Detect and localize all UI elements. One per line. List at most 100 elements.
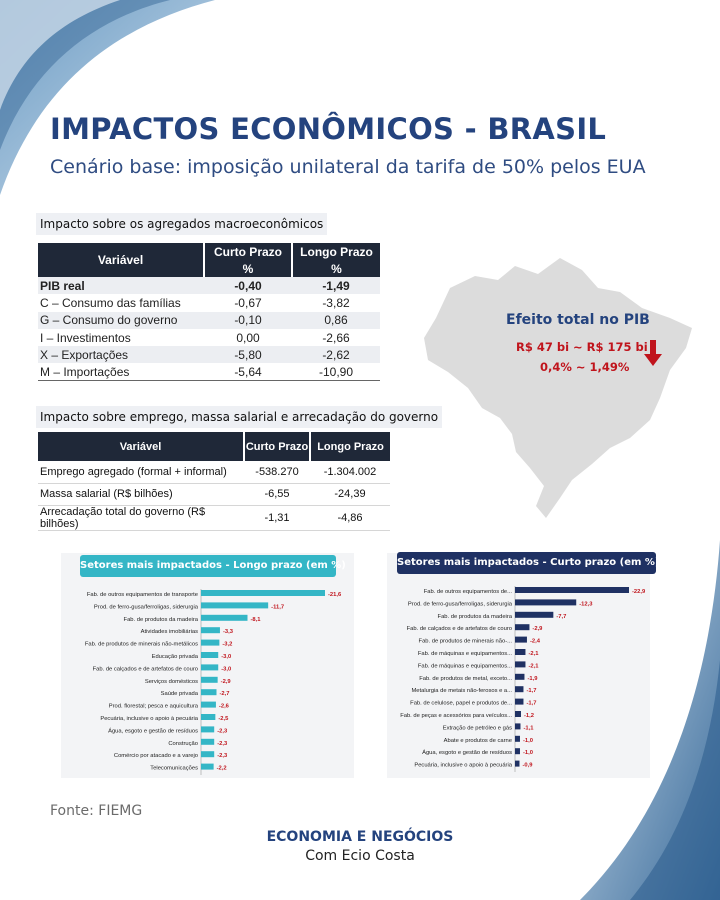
category-label: Fab. de outros equipamentos de transport… bbox=[87, 592, 198, 598]
category-label: Pecuária, inclusive o apoio à pecuária bbox=[100, 716, 198, 722]
category-label: Extração de petróleo e gás bbox=[443, 725, 512, 731]
bar bbox=[515, 599, 577, 606]
bar bbox=[201, 602, 269, 609]
long-term-chart-title: Setores mais impactados - Longo prazo (e… bbox=[80, 555, 346, 577]
bar bbox=[515, 735, 520, 742]
bar bbox=[515, 711, 521, 717]
value-label: -2,1 bbox=[528, 663, 539, 669]
bar bbox=[515, 624, 530, 631]
table-row: Arrecadação total do governo (R$ bilhões… bbox=[38, 505, 390, 531]
down-arrow-icon bbox=[644, 340, 662, 366]
category-label: Fab. de produtos de minerais não-... bbox=[419, 639, 513, 645]
bar bbox=[201, 714, 216, 720]
category-label: Fab. de produtos da madeira bbox=[438, 614, 513, 620]
row-short: -5,64 bbox=[204, 363, 292, 382]
brand-name: ECONOMIA E NEGÓCIOS bbox=[266, 829, 454, 845]
table-row: PIB real -0,40 -1,49 bbox=[38, 277, 380, 295]
value-label: -1,2 bbox=[524, 713, 534, 719]
long-term-chart: Fab. de outros equipamentos de transport… bbox=[85, 589, 342, 775]
short-term-chart-title: Setores mais impactados - Curto prazo (e… bbox=[397, 552, 660, 574]
bar bbox=[515, 686, 524, 693]
row-short: -538.270 bbox=[244, 461, 310, 484]
row-label: C – Consumo das famílias bbox=[40, 295, 181, 310]
bar bbox=[201, 676, 218, 683]
value-label: -1,7 bbox=[526, 688, 536, 694]
bar bbox=[201, 627, 220, 634]
category-label: Comércio por atacado e a varejo bbox=[114, 753, 198, 759]
value-label: -7,7 bbox=[556, 614, 566, 620]
table-row: G – Consumo do governo -0,10 0,86 bbox=[38, 311, 380, 329]
category-label: Fab. de produtos de minerais não-metálic… bbox=[85, 642, 198, 648]
bar bbox=[201, 590, 325, 596]
table-row: Emprego agregado (formal + informal) -53… bbox=[38, 461, 390, 484]
value-label: -2,3 bbox=[217, 753, 228, 759]
row-long: -4,86 bbox=[310, 505, 390, 531]
row-label: Arrecadação total do governo (R$ bilhões… bbox=[38, 505, 244, 531]
bar bbox=[201, 614, 248, 621]
brand-author: Com Ecio Costa bbox=[305, 848, 415, 864]
value-label: -21,6 bbox=[328, 592, 342, 598]
bar bbox=[515, 649, 526, 655]
value-label: -1,1 bbox=[523, 725, 534, 731]
value-label: -11,7 bbox=[271, 604, 284, 610]
employment-col-variable: Variável bbox=[38, 432, 245, 461]
category-label: Fab. de calçados e de artefatos de couro bbox=[93, 666, 198, 672]
category-label: Serviços domésticos bbox=[145, 679, 198, 685]
brazil-map bbox=[420, 248, 700, 533]
value-label: -1,0 bbox=[523, 750, 533, 756]
category-label: Fab. de calçados e de artefatos de couro bbox=[407, 626, 512, 632]
bar bbox=[515, 760, 520, 767]
value-label: -2,3 bbox=[217, 728, 228, 734]
macro-col-short: Curto Prazo bbox=[204, 243, 293, 260]
category-label: Fab. de outros equipamentos de... bbox=[424, 589, 513, 595]
bar bbox=[515, 698, 524, 705]
row-label: I – Investimentos bbox=[40, 330, 131, 345]
table-row: M – Importações -5,64 -10,90 bbox=[38, 363, 380, 382]
macro-col-variable: Variável bbox=[38, 243, 205, 277]
employment-table: Variável Curto Prazo Longo Prazo Emprego… bbox=[38, 432, 390, 531]
category-label: Fab. de produtos da madeira bbox=[124, 617, 199, 623]
table-row: I – Investimentos 0,00 -2,66 bbox=[38, 329, 380, 346]
bar bbox=[515, 661, 526, 668]
value-label: -2,1 bbox=[528, 651, 539, 657]
bar bbox=[515, 587, 629, 593]
value-label: -1,9 bbox=[527, 676, 538, 682]
short-term-chart: Fab. de outros equipamentos de... -22,9 Pr… bbox=[400, 586, 646, 772]
category-label: Construção bbox=[168, 741, 198, 747]
category-label: Fab. de máquinas e equipamentos... bbox=[418, 651, 512, 657]
row-label: Massa salarial (R$ bilhões) bbox=[38, 483, 244, 506]
row-short: -0,40 bbox=[204, 277, 292, 295]
value-label: -2,5 bbox=[218, 716, 229, 722]
page-subtitle: Cenário base: imposição unilateral da ta… bbox=[50, 156, 646, 178]
value-label: -2,7 bbox=[220, 691, 230, 697]
table-row: Massa salarial (R$ bilhões) -6,55 -24,39 bbox=[38, 483, 390, 506]
value-label: -3,0 bbox=[221, 654, 231, 660]
row-long: -2,66 bbox=[322, 330, 350, 345]
category-label: Saúde privada bbox=[161, 691, 199, 697]
bar bbox=[515, 748, 520, 755]
bar bbox=[515, 636, 527, 643]
row-long: -10,90 bbox=[292, 363, 380, 382]
category-label: Fab. de celulose, papel e produtos de... bbox=[410, 701, 512, 707]
value-label: -22,9 bbox=[632, 589, 646, 595]
employment-col-short: Curto Prazo bbox=[244, 432, 311, 461]
pib-effect-title: Efeito total no PIB bbox=[506, 312, 650, 328]
row-short: -6,55 bbox=[244, 483, 310, 506]
macro-unit-short: % bbox=[204, 260, 293, 277]
category-label: Água, esgoto e gestão de resíduos bbox=[108, 727, 198, 734]
row-label: M – Importações bbox=[38, 363, 204, 382]
value-label: -2,9 bbox=[221, 679, 232, 685]
row-short: -1,31 bbox=[244, 505, 310, 531]
bar bbox=[201, 664, 219, 671]
table-row: X – Exportações -5,80 -2,62 bbox=[38, 346, 380, 364]
category-label: Água, esgoto e gestão de resíduos bbox=[422, 749, 512, 756]
employment-section-label: Impacto sobre emprego, massa salarial e … bbox=[36, 406, 443, 428]
source-note: Fonte: FIEMG bbox=[50, 803, 143, 819]
value-label: -2,9 bbox=[532, 626, 543, 632]
bar bbox=[201, 701, 216, 708]
category-label: Prod. de ferro-gusa/ferroligas, siderurg… bbox=[94, 604, 199, 610]
row-label: Emprego agregado (formal + informal) bbox=[38, 461, 244, 484]
bar bbox=[515, 723, 521, 730]
value-label: -3,0 bbox=[221, 666, 231, 672]
category-label: Telecomunicações bbox=[150, 766, 198, 772]
